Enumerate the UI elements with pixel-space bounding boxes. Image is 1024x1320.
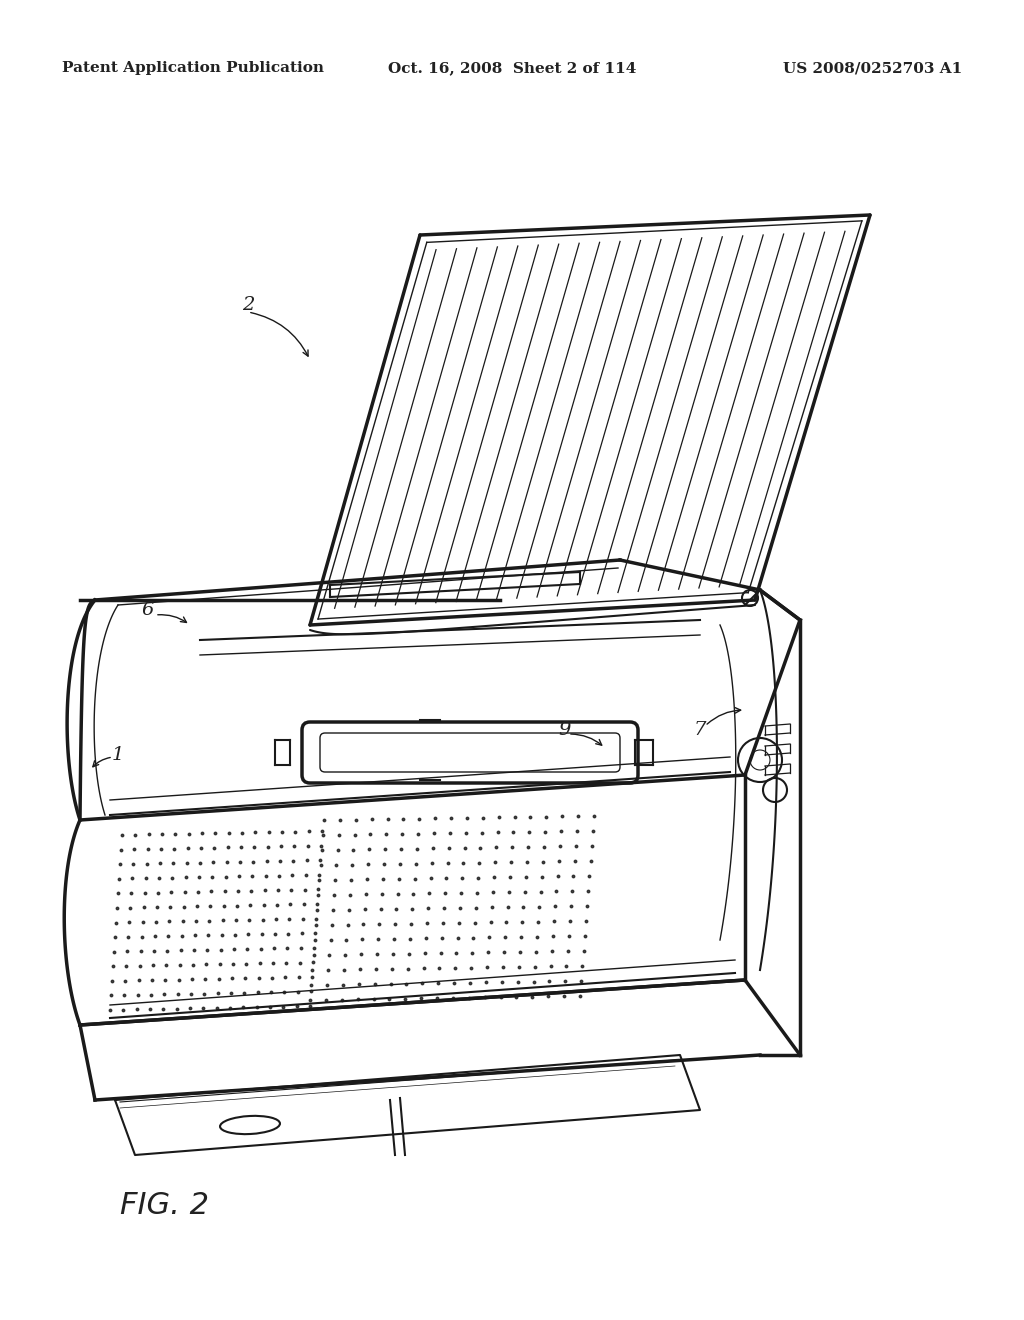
Text: Patent Application Publication: Patent Application Publication <box>62 61 324 75</box>
Text: 9: 9 <box>559 721 571 739</box>
Text: 6: 6 <box>141 601 155 619</box>
Text: 1: 1 <box>112 746 124 764</box>
Text: 7: 7 <box>694 721 707 739</box>
Text: Oct. 16, 2008  Sheet 2 of 114: Oct. 16, 2008 Sheet 2 of 114 <box>388 61 636 75</box>
Text: FIG. 2: FIG. 2 <box>120 1191 209 1220</box>
Text: US 2008/0252703 A1: US 2008/0252703 A1 <box>782 61 962 75</box>
Text: 2: 2 <box>242 296 254 314</box>
